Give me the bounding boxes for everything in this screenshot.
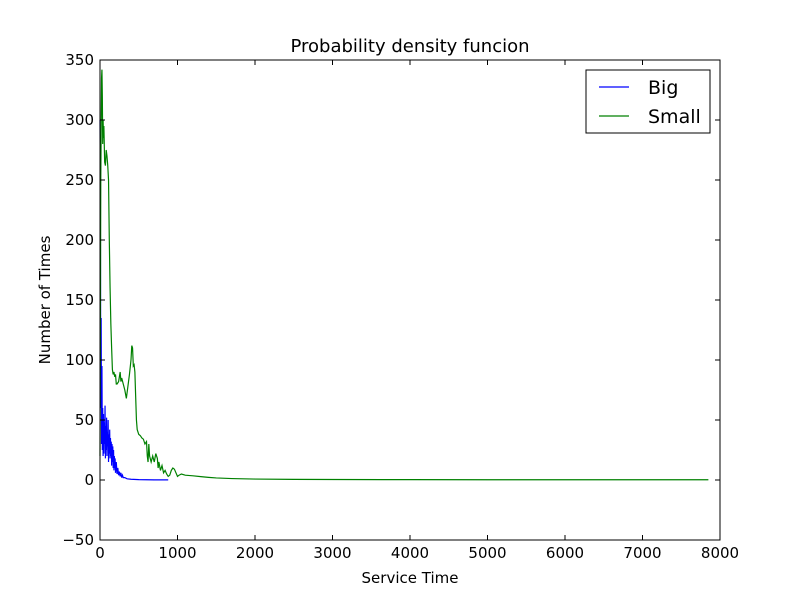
- x-tick-label: 8000: [701, 544, 739, 562]
- legend-label-small: Small: [648, 106, 701, 128]
- legend-box: [585, 69, 711, 134]
- y-tick-label: 200: [65, 231, 94, 249]
- x-tick-label: 5000: [468, 544, 506, 562]
- series-layer: [99, 69, 709, 481]
- x-tick-label: 2000: [236, 544, 274, 562]
- y-tick-label: 0: [84, 471, 94, 489]
- y-tick-label: 350: [65, 51, 94, 69]
- x-tick-label: 7000: [623, 544, 661, 562]
- y-tick-label: 250: [65, 171, 94, 189]
- x-tick-label: 4000: [391, 544, 429, 562]
- y-axis-label: Number of Times: [36, 235, 54, 364]
- series-line-small: [99, 69, 709, 481]
- x-tick-label: 1000: [158, 544, 196, 562]
- series-line-big: [99, 119, 169, 481]
- y-tick-label: 300: [65, 111, 94, 129]
- y-tick-label: 100: [65, 351, 94, 369]
- legend-label-big: Big: [648, 77, 678, 99]
- x-tick-label: 3000: [313, 544, 351, 562]
- y-tick-label: −50: [62, 531, 94, 549]
- x-tick-label: 6000: [546, 544, 584, 562]
- chart-title: Probability density funcion: [290, 36, 529, 57]
- x-tick-label: 0: [95, 544, 105, 562]
- x-axis-label: Service Time: [362, 569, 459, 587]
- legend: Big Small: [585, 69, 711, 134]
- x-axis: 0 1000 2000 3000 4000 5000 6000 7000 8000: [95, 60, 739, 562]
- y-axis: −50 0 50 100 150 200 250 300 350: [62, 51, 720, 549]
- y-tick-label: 50: [75, 411, 94, 429]
- y-tick-label: 150: [65, 291, 94, 309]
